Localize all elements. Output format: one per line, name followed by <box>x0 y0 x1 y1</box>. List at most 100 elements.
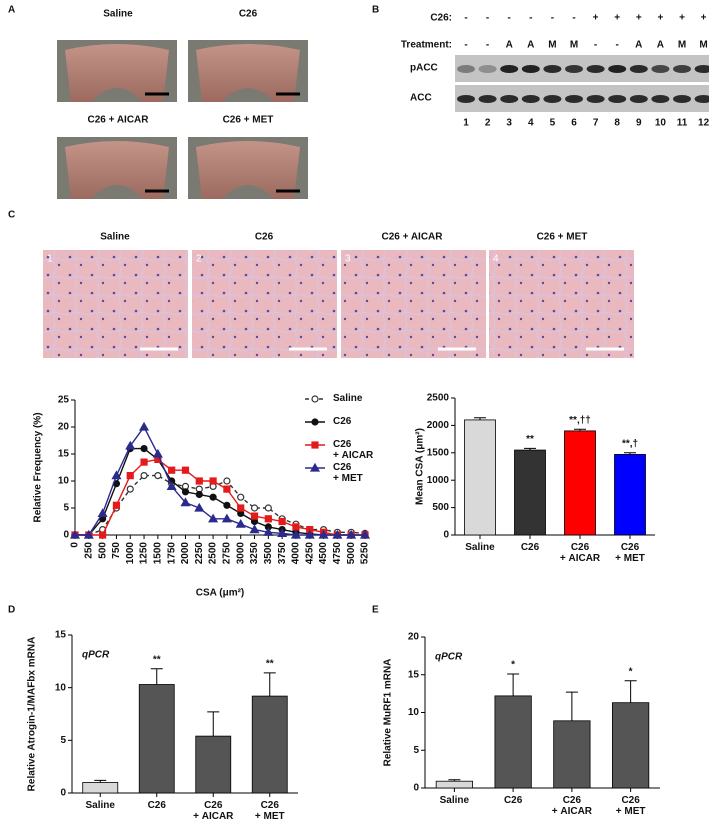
lane-number: 9 <box>636 118 642 129</box>
image-number: 3 <box>345 254 351 265</box>
c26-sign: - <box>486 13 489 24</box>
c26-sign: - <box>508 13 511 24</box>
muscle-tissue <box>65 44 169 102</box>
x-tick-label: 4250 <box>304 542 315 565</box>
lane-number: 5 <box>550 118 556 129</box>
bar <box>464 419 496 536</box>
blot-band <box>478 95 497 103</box>
histology-image <box>43 250 188 358</box>
legend-label: C26 + AICAR <box>333 439 374 461</box>
bar <box>195 735 232 794</box>
histology-image <box>341 250 486 358</box>
x-tick-label: C26 + AICAR <box>193 800 234 822</box>
x-tick-label: C26 <box>147 800 166 811</box>
marker <box>292 523 300 531</box>
marker <box>223 485 231 493</box>
blot-band <box>521 65 540 73</box>
significance: ** <box>266 659 274 670</box>
y-axis-label: Mean CSA (μm²) <box>415 428 426 505</box>
panel-letter: D <box>8 605 15 616</box>
error-bar <box>624 680 637 703</box>
y-axis-label: Relative Frequency (%) <box>33 412 44 522</box>
marker <box>359 529 371 539</box>
x-tick-label: C26 + AICAR <box>551 795 593 817</box>
marker <box>140 472 148 480</box>
bar <box>612 702 650 789</box>
x-tick-label: C26 <box>503 795 523 806</box>
significance: * <box>511 660 515 671</box>
c26-sign: + <box>614 13 620 24</box>
bar <box>138 684 175 794</box>
error-bar <box>507 673 520 696</box>
muscle-tissue <box>196 141 300 199</box>
treatment-sign: - <box>464 40 467 51</box>
marker <box>139 421 150 431</box>
x-tick-label: 2000 <box>180 542 191 565</box>
x-tick-label: 4750 <box>332 542 343 565</box>
blot-band <box>608 95 627 103</box>
blot-band <box>543 65 562 73</box>
series-line <box>75 458 365 536</box>
marker <box>223 501 231 509</box>
y-tick-label: 10 <box>58 476 70 487</box>
marker <box>332 529 343 539</box>
blot-band <box>500 65 519 73</box>
treatment-sign: A <box>635 40 642 51</box>
treatment-sign: - <box>616 40 619 51</box>
y-tick-label: 2500 <box>427 393 450 404</box>
y-tick-label: 20 <box>58 422 70 433</box>
marker <box>112 501 121 509</box>
marker <box>209 477 217 485</box>
marker <box>154 472 162 480</box>
panel-letter: A <box>8 5 15 16</box>
legend-label: Saline <box>333 393 363 404</box>
x-axis-label: CSA (μm²) <box>196 588 245 599</box>
x-tick-label: 250 <box>83 542 94 559</box>
blot-band <box>565 95 583 103</box>
c26-sign: + <box>679 13 685 24</box>
image-number: 4 <box>493 254 499 265</box>
error-bar <box>574 428 586 431</box>
marker <box>277 528 288 537</box>
bar <box>82 782 119 794</box>
x-tick-label: C26 + AICAR <box>559 542 601 564</box>
significance: ** <box>526 434 534 445</box>
x-tick-label: Saline <box>439 795 470 806</box>
blot-band <box>543 95 562 103</box>
blot-band <box>673 95 691 103</box>
marker <box>168 466 176 474</box>
muscle-tissue <box>65 141 169 199</box>
blot-band <box>694 65 709 73</box>
x-tick-label: 4000 <box>291 542 302 565</box>
row-label: C26: <box>430 13 452 24</box>
panel-letter: B <box>372 5 379 16</box>
marker <box>250 504 259 512</box>
blot-band <box>651 95 670 103</box>
y-tick-label: 0 <box>63 530 69 541</box>
histology-image <box>192 250 337 358</box>
y-tick-label: 500 <box>432 502 449 513</box>
marker <box>304 529 315 539</box>
c26-sign: - <box>464 13 467 24</box>
y-tick-label: 15 <box>55 630 67 641</box>
significance: **,† <box>622 438 638 449</box>
x-tick-label: 750 <box>111 542 122 559</box>
y-axis-label: Relative MuRF1 mRNA <box>383 659 394 767</box>
significance: * <box>629 666 633 677</box>
x-tick-label: 2750 <box>222 542 233 565</box>
legend-label: C26 <box>333 416 352 427</box>
marker <box>181 488 190 496</box>
method-note: qPCR <box>435 652 463 663</box>
x-tick-label: 5250 <box>360 542 371 565</box>
image-label: C26 + MET <box>223 115 274 126</box>
marker <box>278 517 286 526</box>
error-bar <box>448 779 461 782</box>
x-tick-label: 1000 <box>125 542 136 565</box>
marker <box>263 527 274 536</box>
marker <box>223 477 231 485</box>
error-bar <box>474 417 486 420</box>
muscle-tissue <box>196 44 300 102</box>
x-tick-label: 4500 <box>318 542 329 565</box>
y-tick-label: 0 <box>413 783 419 794</box>
y-tick-label: 10 <box>55 682 67 693</box>
